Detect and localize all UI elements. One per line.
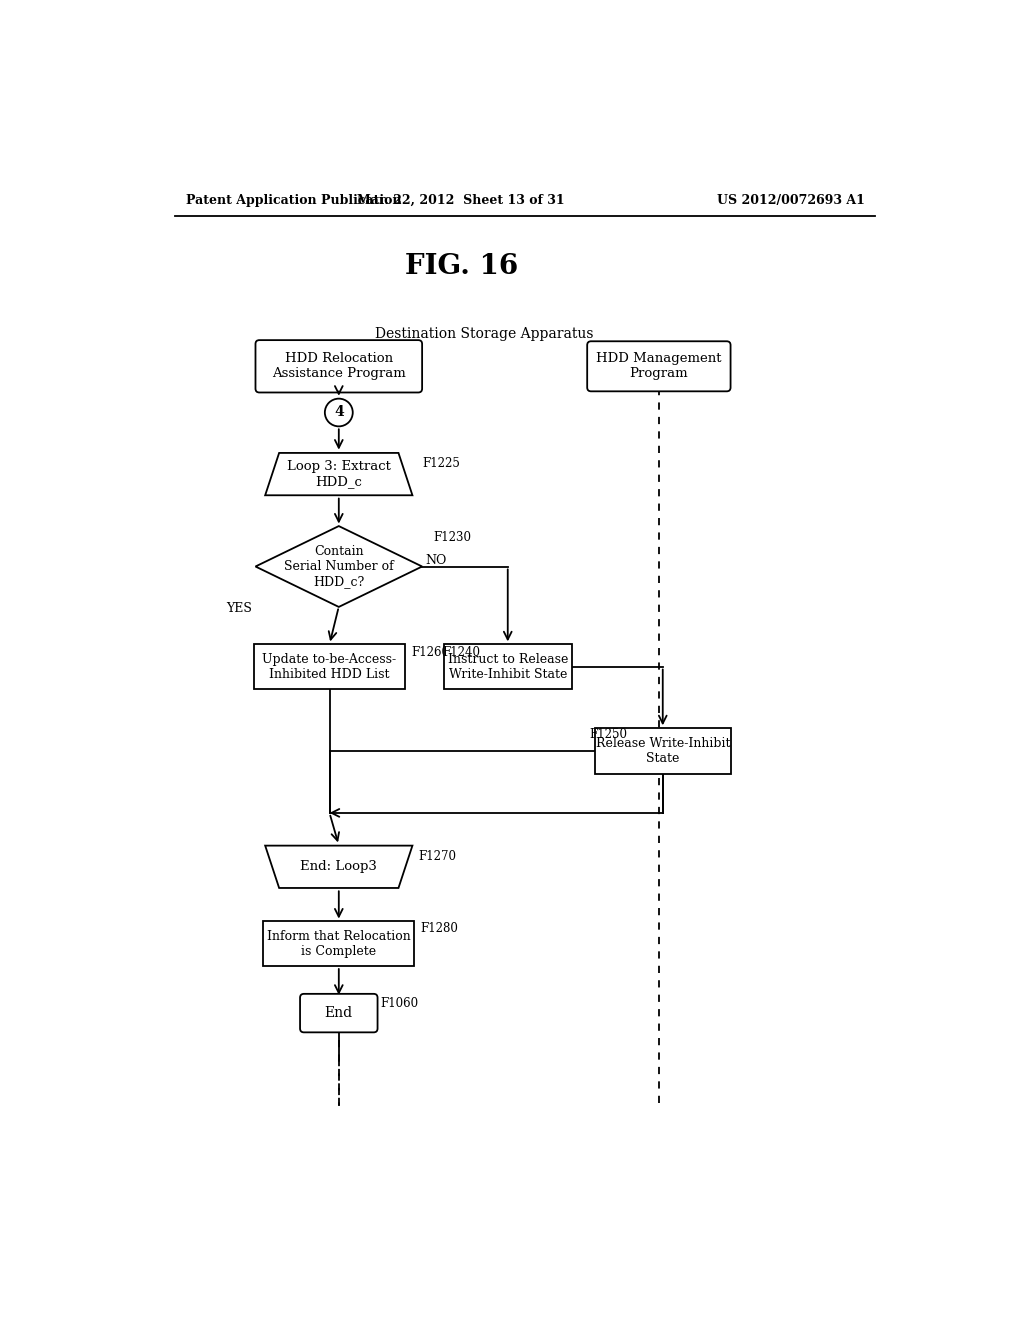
Polygon shape (265, 453, 413, 495)
Text: Mar. 22, 2012  Sheet 13 of 31: Mar. 22, 2012 Sheet 13 of 31 (357, 194, 565, 207)
Text: F1230: F1230 (433, 531, 471, 544)
Text: NO: NO (426, 554, 446, 566)
Text: F1280: F1280 (420, 921, 458, 935)
Text: Loop 3: Extract
HDD_c: Loop 3: Extract HDD_c (287, 461, 391, 488)
Text: F1270: F1270 (419, 850, 457, 862)
Text: Patent Application Publication: Patent Application Publication (186, 194, 401, 207)
Text: Release Write-Inhibit
State: Release Write-Inhibit State (596, 738, 730, 766)
Text: HDD Management
Program: HDD Management Program (596, 352, 722, 380)
Text: F1225: F1225 (423, 457, 461, 470)
Text: FIG. 16: FIG. 16 (404, 252, 518, 280)
Text: YES: YES (226, 602, 252, 615)
Text: F1240: F1240 (442, 647, 480, 659)
FancyBboxPatch shape (255, 341, 422, 392)
Text: F1250: F1250 (589, 727, 627, 741)
FancyBboxPatch shape (300, 994, 378, 1032)
Circle shape (325, 399, 352, 426)
Polygon shape (255, 527, 422, 607)
Text: Instruct to Release
Write-Inhibit State: Instruct to Release Write-Inhibit State (447, 652, 568, 681)
Bar (443, 644, 571, 689)
Text: Destination Storage Apparatus: Destination Storage Apparatus (375, 327, 594, 341)
Bar (254, 644, 406, 689)
Bar (595, 729, 730, 775)
Text: US 2012/0072693 A1: US 2012/0072693 A1 (717, 194, 865, 207)
Text: 4: 4 (334, 405, 344, 420)
Polygon shape (265, 846, 413, 888)
Text: Contain
Serial Number of
HDD_c?: Contain Serial Number of HDD_c? (284, 545, 393, 587)
Text: End: Loop3: End: Loop3 (300, 861, 377, 874)
Text: HDD Relocation
Assistance Program: HDD Relocation Assistance Program (272, 352, 406, 380)
Bar (263, 921, 415, 966)
Text: End: End (325, 1006, 353, 1020)
Text: Inform that Relocation
is Complete: Inform that Relocation is Complete (267, 929, 411, 958)
Text: Update to-be-Access-
Inhibited HDD List: Update to-be-Access- Inhibited HDD List (262, 652, 396, 681)
Text: F1060: F1060 (380, 997, 418, 1010)
FancyBboxPatch shape (587, 342, 730, 391)
Text: F1260: F1260 (412, 647, 450, 659)
